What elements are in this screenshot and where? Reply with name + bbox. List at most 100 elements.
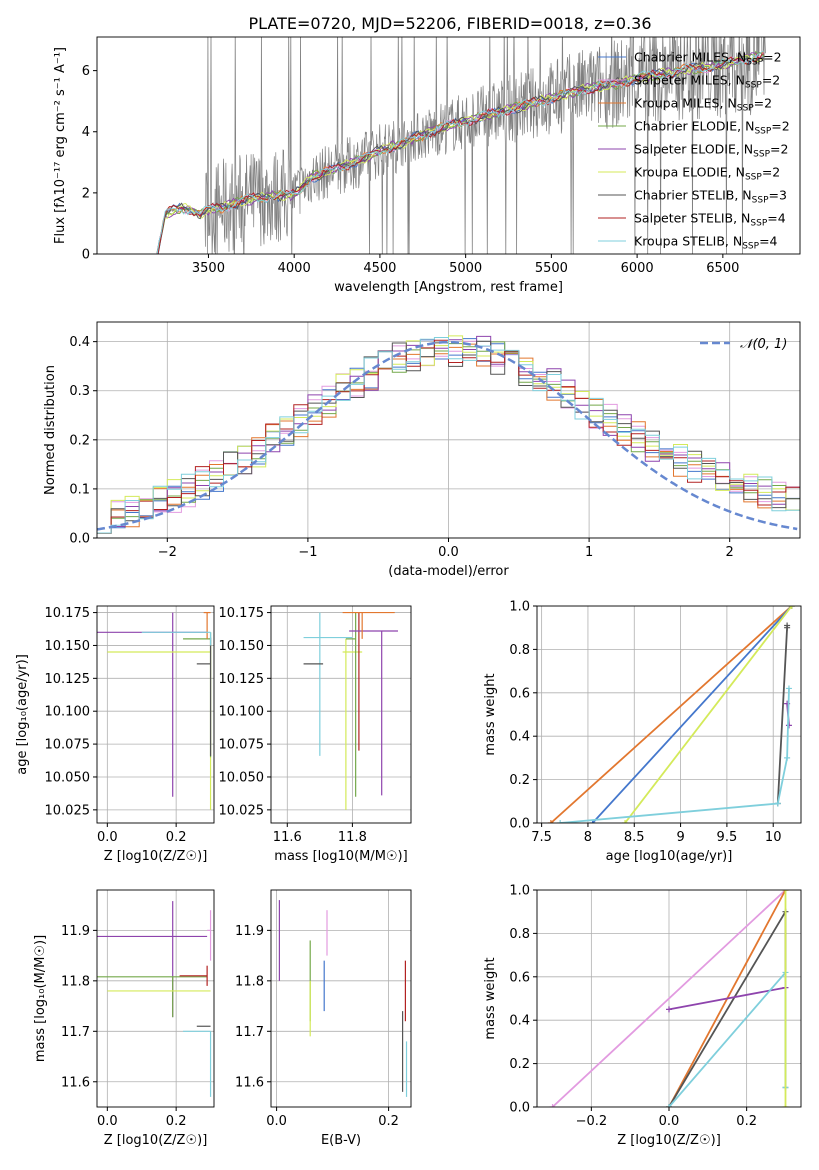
weight-marker	[788, 606, 795, 609]
y-tick-label: 0.2	[509, 773, 530, 788]
x-tick-label: 0.2	[166, 830, 187, 845]
y-tick-label: 0.2	[509, 1057, 530, 1072]
weight-marker	[549, 1104, 556, 1107]
y-tick-label: 0.3	[69, 384, 90, 399]
plot-area	[537, 890, 801, 1107]
y-tick-label: 10.100	[219, 705, 265, 720]
x-tick-label: 8	[584, 830, 592, 845]
weight-marker	[622, 820, 628, 823]
weight-line-kroupa-miles	[550, 606, 793, 823]
x-tick-label: 11.8	[338, 830, 367, 845]
weight-line-chabrier-miles	[591, 606, 793, 823]
legend-label: Kroupa STELIB, NSSP=4	[634, 234, 778, 252]
legend-count: =4	[759, 234, 777, 249]
axes-frame	[270, 889, 412, 1108]
legend-count: =3	[769, 188, 787, 203]
weight-line-chabrier-stelib	[668, 908, 787, 1107]
y-tick-label: 10.150	[219, 639, 265, 654]
x-tick-label: 5000	[449, 261, 482, 276]
y-tick-label: 11.8	[235, 974, 264, 989]
plot-area	[156, 37, 766, 254]
x-tick-label: −1	[298, 545, 317, 560]
x-tick-label: 6000	[621, 261, 654, 276]
x-axis-label: Z [log10(Z/Z☉)]	[104, 1133, 208, 1148]
axes-frame	[96, 605, 215, 824]
y-tick-label: 0.8	[509, 927, 530, 942]
legend-count: =2	[771, 119, 789, 134]
weight-marker	[774, 800, 781, 807]
x-tick-label: 7.5	[531, 830, 552, 845]
axes-frame	[96, 36, 801, 255]
legend-subscript: SSP	[754, 127, 771, 137]
y-tick-label: 10.175	[219, 606, 265, 621]
panel-age-vs-z: 0.0 0.2 10.025 10.050 10.075 10.100 10.125 10.1…	[15, 605, 215, 864]
x-tick-label: 6500	[706, 261, 739, 276]
legend-count: =2	[770, 142, 788, 157]
legend-subscript: SSP	[742, 242, 759, 252]
y-tick-label: 0.6	[509, 970, 530, 985]
legend-count: =2	[763, 50, 781, 65]
weight-marker	[785, 722, 792, 729]
panel-weight-vs-z: −0.2 0.0 0.2 0.0 0.2 0.4 0.6 0.8 1.0 Z [log10(Z/Z…	[483, 884, 802, 1148]
x-tick-label: 0.0	[438, 545, 459, 560]
y-tick-label: 0.8	[509, 643, 530, 658]
legend-label: 𝒩(0, 1)	[740, 337, 787, 352]
y-tick-label: 0.6	[509, 686, 530, 701]
y-tick-label: 10.050	[219, 770, 265, 785]
x-axis-label: mass [log10(M/M☉)]	[274, 849, 407, 864]
y-tick-label: 10.125	[219, 672, 265, 687]
legend-count: =2	[762, 73, 780, 88]
legend-subscript: SSP	[746, 58, 763, 68]
axes-frame	[96, 321, 801, 539]
figure-title: PLATE=0720, MJD=52206, FIBERID=0018, z=0…	[248, 14, 651, 33]
y-tick-label: 11.9	[61, 924, 90, 939]
weight-line-kroupa-stelib	[668, 970, 787, 1107]
y-tick-label: 10.175	[45, 606, 91, 621]
y-tick-label: 10.075	[219, 738, 265, 753]
legend-label: Kroupa ELODIE, NSSP=2	[634, 165, 780, 183]
x-axis-label: E(B-V)	[321, 1133, 361, 1148]
x-tick-label: 9.5	[717, 830, 738, 845]
legend-subscript: SSP	[745, 173, 762, 183]
x-tick-label: 2	[726, 545, 734, 560]
x-axis-label: (data-model)/error	[388, 564, 509, 579]
x-tick-label: 0.2	[166, 1114, 187, 1129]
x-tick-label: 3500	[192, 261, 225, 276]
y-tick-label: 1.0	[509, 884, 530, 899]
y-tick-label: 11.6	[61, 1075, 90, 1090]
weight-marker	[666, 1006, 672, 1013]
weight-line-kroupa-elodie	[624, 606, 793, 823]
axes-frame	[536, 605, 802, 824]
y-tick-label: 10.075	[45, 738, 91, 753]
y-tick-label: 6	[82, 64, 90, 79]
x-axis-label: Z [log10(Z/Z☉)]	[104, 849, 208, 864]
y-tick-label: 0	[82, 248, 90, 263]
weight-marker	[666, 1104, 672, 1107]
axes-frame	[96, 889, 215, 1108]
panel-mass-vs-z: 0.0 0.2 11.6 11.7 11.8 11.9 Z [log10(Z/Z☉)] mas…	[33, 889, 215, 1148]
y-axis-label: mass weight	[483, 957, 498, 1039]
x-tick-label: −2	[158, 545, 177, 560]
y-tick-label: 11.8	[61, 974, 90, 989]
panel-spectrum: 3500 4000 4500 5000 5500 6000 6500 0 2 4 6 waveleng…	[53, 36, 801, 295]
y-tick-label: 11.6	[235, 1075, 264, 1090]
plot-area	[97, 890, 214, 1107]
model-spectrum-salpeter-stelib	[157, 53, 765, 254]
y-tick-label: 0.0	[509, 1101, 530, 1116]
y-axis-label: mass weight	[483, 673, 498, 755]
plot-area	[271, 890, 411, 1107]
y-tick-label: 2	[82, 186, 90, 201]
y-axis-label: Flux [fλ10⁻¹⁷ erg cm⁻² s⁻¹ A⁻¹]	[53, 47, 68, 244]
y-tick-label: 0.0	[509, 817, 530, 832]
plot-area	[97, 606, 214, 823]
model-spectrum-chabrier-stelib	[157, 55, 765, 254]
legend-subscript: SSP	[753, 150, 770, 160]
y-tick-label: 10.025	[45, 803, 91, 818]
data-spectrum	[156, 37, 766, 254]
x-tick-label: 0.0	[659, 1114, 680, 1129]
x-tick-label: 0.2	[736, 1114, 757, 1129]
x-axis-label: wavelength [Angstrom, rest frame]	[334, 280, 563, 295]
plot-area	[271, 606, 411, 823]
y-axis-label: mass [log₁₀(M/M☉)]	[33, 935, 48, 1062]
model-spectrum-kroupa-elodie	[157, 54, 765, 254]
